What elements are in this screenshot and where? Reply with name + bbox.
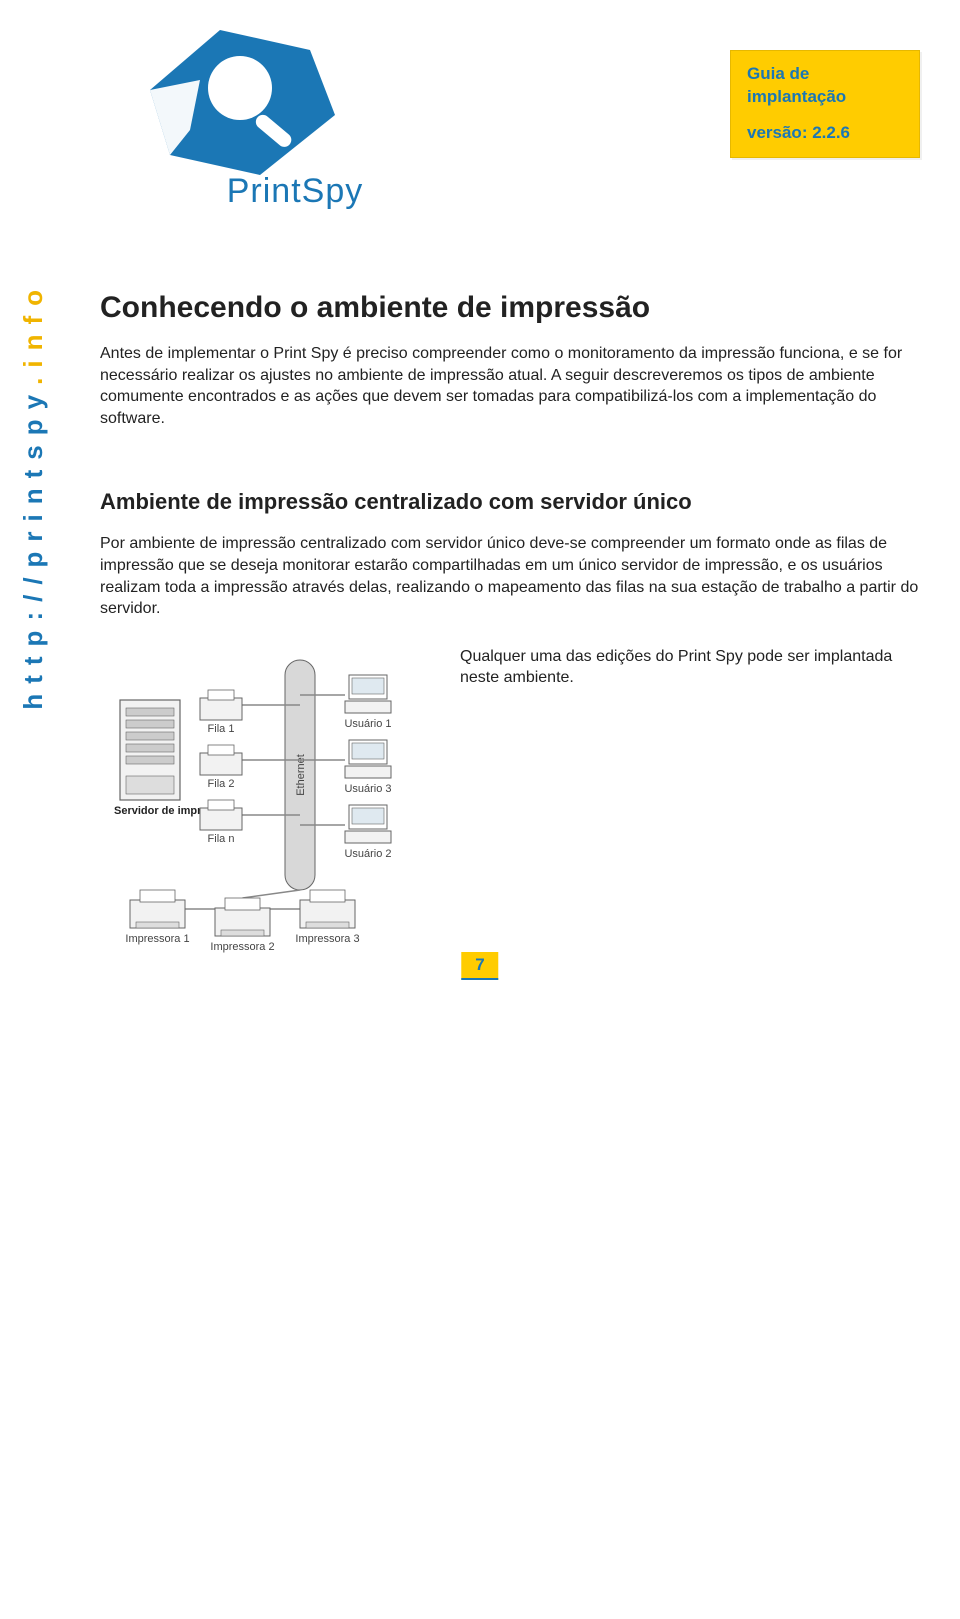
page-number: 7 (461, 952, 498, 980)
page-header: PrintSpy Guia de implantação versão: 2.2… (100, 20, 920, 211)
svg-text:Fila 2: Fila 2 (208, 778, 235, 790)
guide-info-box-wrap: Guia de implantação versão: 2.2.6 (730, 50, 920, 158)
svg-text:Fila 1: Fila 1 (208, 723, 235, 735)
figure-row: EthernetServidor de impressãoFila 1Fila … (100, 640, 920, 970)
section-title: Conhecendo o ambiente de impressão (100, 291, 920, 325)
network-diagram: EthernetServidor de impressãoFila 1Fila … (100, 640, 440, 970)
guide-title: Guia de implantação (747, 63, 901, 109)
svg-text:Impressora 1: Impressora 1 (125, 933, 189, 945)
svg-text:Usuário 3: Usuário 3 (344, 783, 391, 795)
svg-text:Impressora 2: Impressora 2 (210, 941, 274, 953)
figure-caption: Qualquer uma das edições do Print Spy po… (460, 640, 920, 689)
svg-text:Fila n: Fila n (208, 833, 235, 845)
printspy-logo-icon (140, 20, 340, 180)
svg-text:Usuário 1: Usuário 1 (344, 718, 391, 730)
brand-logo-block: PrintSpy (100, 20, 380, 211)
guide-info-box: Guia de implantação versão: 2.2.6 (730, 50, 920, 158)
sidebar-url-suffix: .info (18, 280, 48, 385)
brand-name: PrintSpy (227, 172, 364, 211)
guide-version: versão: 2.2.6 (747, 123, 901, 143)
sidebar-url-prefix: http://printspy (18, 385, 48, 710)
svg-text:Impressora 3: Impressora 3 (295, 933, 359, 945)
intro-paragraph: Antes de implementar o Print Spy é preci… (100, 343, 920, 429)
guide-title-line2: implantação (747, 87, 846, 106)
guide-title-line1: Guia de (747, 64, 809, 83)
sidebar-url: http://printspy.info (18, 280, 49, 710)
subsection-title: Ambiente de impressão centralizado com s… (100, 489, 920, 515)
svg-text:Usuário 2: Usuário 2 (344, 848, 391, 860)
subsection-paragraph: Por ambiente de impressão centralizado c… (100, 533, 920, 619)
